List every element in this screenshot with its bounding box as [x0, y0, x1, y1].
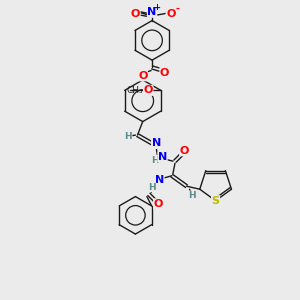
- Text: H: H: [188, 191, 196, 200]
- Text: O: O: [180, 146, 189, 156]
- Text: O: O: [160, 68, 169, 78]
- Text: N: N: [148, 7, 157, 17]
- Text: S: S: [212, 196, 220, 206]
- Text: O: O: [131, 9, 140, 19]
- Text: O: O: [166, 9, 176, 19]
- Text: H: H: [124, 132, 132, 141]
- Text: O: O: [154, 199, 163, 209]
- Text: -: -: [175, 4, 179, 14]
- Text: N: N: [152, 139, 161, 148]
- Text: H: H: [148, 183, 156, 192]
- Text: +: +: [153, 2, 160, 11]
- Text: O: O: [144, 85, 153, 95]
- Text: O: O: [138, 71, 147, 81]
- Text: CH₃: CH₃: [126, 86, 143, 95]
- Text: N: N: [155, 175, 164, 185]
- Text: N: N: [158, 152, 167, 162]
- Text: H: H: [152, 156, 159, 165]
